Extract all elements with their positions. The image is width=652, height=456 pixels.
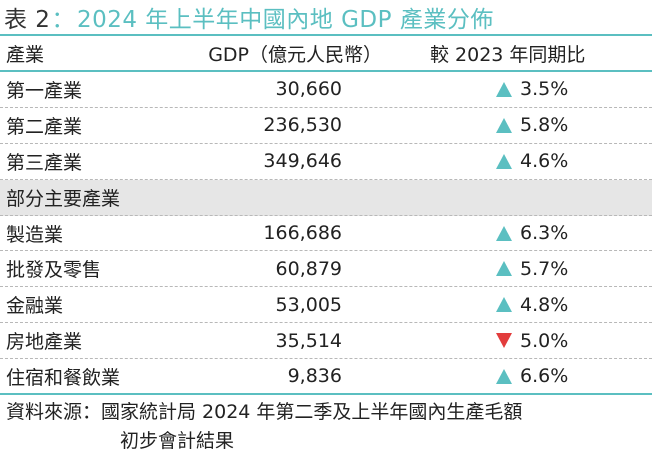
growth-cell: 4.6%: [342, 150, 652, 172]
industry-name: 房地產業: [6, 331, 83, 354]
triangle-up-icon: [496, 368, 512, 384]
growth-cell: 4.8%: [342, 294, 652, 316]
source-line-1: 資料來源：國家統計局 2024 年第二季及上半年國內生產毛額: [6, 401, 523, 424]
table-row: 房地產業 35,514 5.0%: [0, 323, 652, 360]
growth-value: 5.7%: [520, 257, 569, 280]
industry-name: 第三產業: [6, 151, 83, 174]
section-row: 部分主要產業: [0, 179, 652, 216]
gdp-value: 53,005: [275, 293, 342, 316]
table-row: 批發及零售 60,879 5.7%: [0, 251, 652, 288]
table-row: 住宿和餐飲業 9,836 6.6%: [0, 359, 652, 396]
title-colon: ：: [51, 7, 75, 33]
growth-cell: 6.6%: [342, 365, 652, 387]
growth-value: 3.5%: [520, 78, 569, 101]
growth-cell: 6.3%: [342, 222, 652, 244]
growth-cell: 3.5%: [342, 78, 652, 100]
growth-value: 6.3%: [520, 222, 569, 244]
industry-name: 住宿和餐飲業: [6, 366, 121, 389]
growth-value: 5.8%: [520, 114, 569, 137]
table-title: 表 2： 2024 年上半年中國內地 GDP 產業分佈: [0, 0, 652, 36]
gdp-value: 166,686: [263, 222, 342, 244]
growth-value: 4.8%: [520, 293, 569, 316]
table-header-row: 產業 GDP（億元人民幣） 較 2023 年同期比: [0, 36, 652, 72]
triangle-up-icon: [496, 225, 512, 241]
table-row: 第一產業 30,660 3.5%: [0, 72, 652, 108]
industry-name: 第一產業: [6, 79, 83, 102]
source-line-2: 初步會計結果: [120, 430, 235, 453]
growth-value: 4.6%: [520, 150, 569, 173]
source-note: 資料來源：國家統計局 2024 年第二季及上半年國內生產毛額 初步會計結果: [0, 395, 652, 456]
growth-value: 6.6%: [520, 365, 569, 388]
gdp-value: 30,660: [275, 78, 342, 101]
gdp-value: 236,530: [263, 114, 342, 137]
triangle-down-icon: [496, 333, 512, 349]
gdp-value: 35,514: [275, 329, 342, 352]
table-row: 第二產業 236,530 5.8%: [0, 108, 652, 144]
triangle-up-icon: [496, 81, 512, 97]
industry-name: 批發及零售: [6, 259, 102, 282]
growth-cell: 5.7%: [342, 258, 652, 280]
industry-name: 第二產業: [6, 115, 83, 138]
gdp-value: 349,646: [263, 150, 342, 173]
table-row: 製造業 166,686 6.3%: [0, 216, 652, 252]
header-industry: 產業: [6, 43, 45, 66]
header-gdp: GDP（億元人民幣）: [208, 43, 382, 66]
growth-cell: 5.0%: [342, 330, 652, 352]
triangle-up-icon: [496, 117, 512, 133]
gdp-value: 60,879: [275, 257, 342, 280]
table-number: 表 2: [4, 7, 51, 33]
title-text: 2024 年上半年中國內地 GDP 產業分佈: [76, 7, 494, 33]
industry-name: 金融業: [6, 295, 64, 318]
triangle-up-icon: [496, 297, 512, 313]
table-row: 第三產業 349,646 4.6%: [0, 144, 652, 180]
triangle-up-icon: [496, 153, 512, 169]
section-label: 部分主要產業: [6, 187, 121, 210]
industry-name: 製造業: [6, 223, 64, 246]
gdp-value: 9,836: [287, 365, 342, 388]
table-row: 金融業 53,005 4.8%: [0, 287, 652, 324]
triangle-up-icon: [496, 261, 512, 277]
gdp-table: 產業 GDP（億元人民幣） 較 2023 年同期比 第一產業 30,660 3.5%…: [0, 36, 652, 396]
header-growth: 較 2023 年同期比: [430, 43, 586, 66]
growth-value: 5.0%: [520, 329, 569, 352]
growth-cell: 5.8%: [342, 114, 652, 136]
